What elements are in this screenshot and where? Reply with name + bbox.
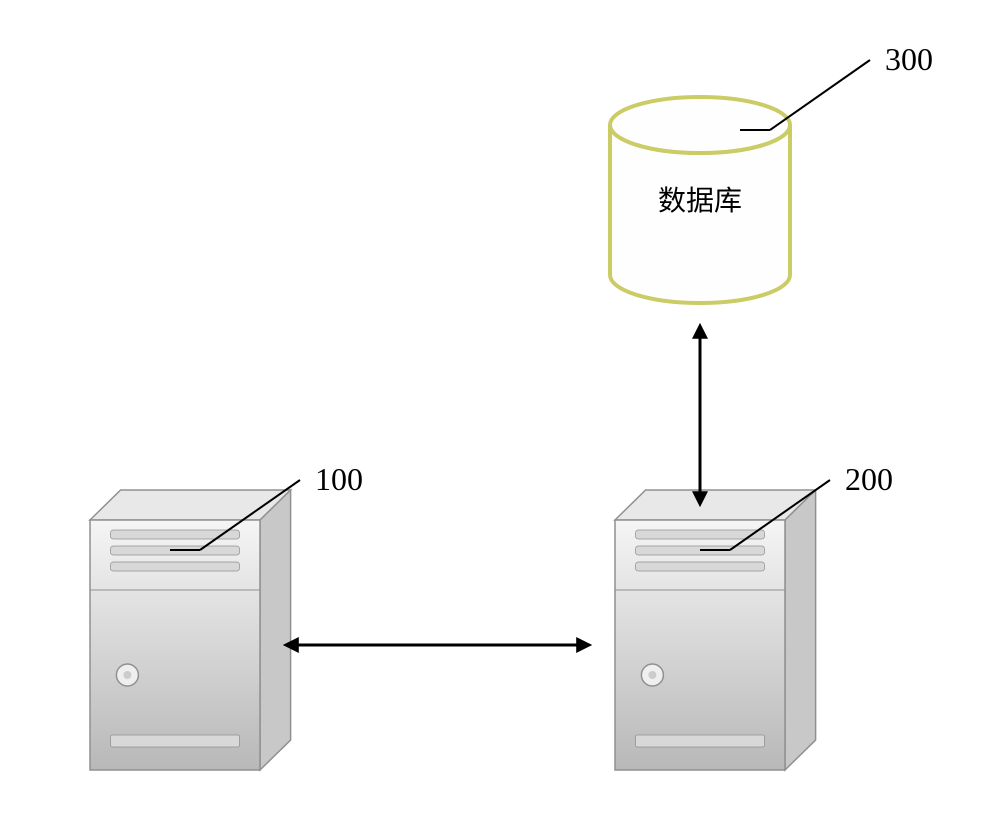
callout-number: 300 [885, 41, 933, 77]
database-node: 数据库 300 [610, 41, 933, 303]
database-label: 数据库 [658, 185, 742, 217]
callout-number: 100 [315, 461, 363, 497]
server-node: 200 [615, 461, 893, 770]
server-node: 100 [90, 461, 363, 770]
callout-number: 200 [845, 461, 893, 497]
